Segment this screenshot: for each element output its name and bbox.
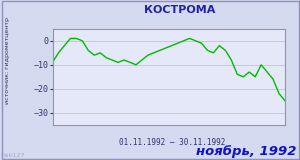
Text: источник: гидрометцентр: источник: гидрометцентр [5,17,10,104]
Text: 01.11.1992 – 30.11.1992: 01.11.1992 – 30.11.1992 [119,138,226,147]
Text: lab127: lab127 [3,153,25,158]
Text: ноябрь, 1992: ноябрь, 1992 [196,145,297,158]
Text: КОСТРОМА: КОСТРОМА [144,5,216,15]
